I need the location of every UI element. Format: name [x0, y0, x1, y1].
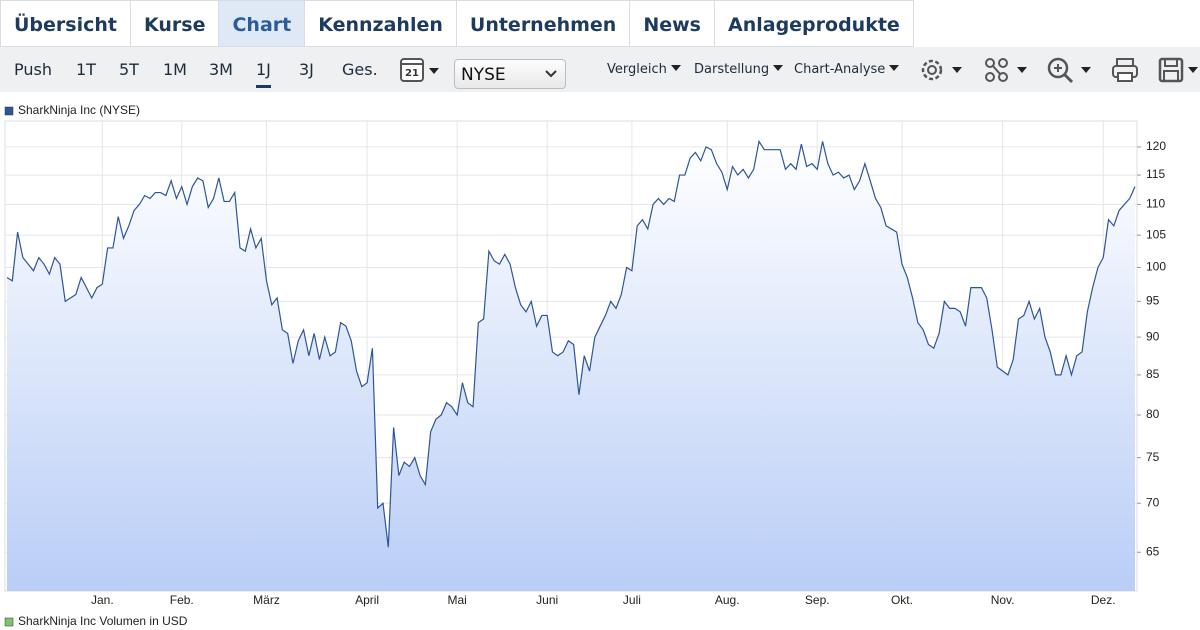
tab[interactable]: Kurse: [130, 0, 220, 47]
tab-bar: Übersicht Kurse Chart Kennzahlen Unternehmen…: [0, 0, 914, 47]
indicators-button[interactable]: [983, 56, 1033, 84]
period-button[interactable]: Push: [14, 60, 52, 79]
x-tick-label: Dez.: [1091, 593, 1116, 607]
y-tick-label: 75: [1146, 450, 1160, 464]
period-button[interactable]: Ges.: [342, 60, 378, 79]
x-tick-label: Feb.: [170, 593, 194, 607]
y-tick-label: 70: [1146, 495, 1160, 509]
tab[interactable]: Übersicht: [0, 0, 131, 47]
x-tick-label: Okt.: [891, 593, 913, 607]
x-tick-label: Jan.: [91, 593, 114, 607]
tab[interactable]: News: [630, 0, 715, 47]
y-tick-label: 65: [1146, 544, 1160, 558]
toolbar: 21 NYSE Push 1T 5T 1M 3M 1J 3J Ges. Vergleich Dar…: [0, 47, 1200, 92]
x-tick-label: Juni: [536, 593, 558, 607]
period-button[interactable]: 1M: [163, 60, 187, 79]
period-button[interactable]: 5T: [119, 60, 139, 79]
x-tick-label: April: [355, 593, 379, 607]
y-tick-label: 80: [1146, 407, 1160, 421]
zoom-button[interactable]: [1046, 56, 1096, 84]
settings-button[interactable]: [918, 56, 968, 84]
volume-legend: SharkNinja Inc Volumen in USD: [18, 614, 188, 628]
calendar-button[interactable]: 21: [398, 56, 448, 84]
x-tick-label: Nov.: [991, 593, 1015, 607]
volume-legend-swatch: [4, 617, 14, 627]
save-button[interactable]: [1157, 56, 1200, 84]
legend-label: SharkNinja Inc (NYSE): [18, 103, 140, 117]
calendar-day: 21: [405, 68, 419, 79]
y-tick-label: 85: [1146, 367, 1160, 381]
x-tick-label: Mai: [447, 593, 466, 607]
x-tick-label: Aug.: [715, 593, 740, 607]
tab[interactable]: Anlageprodukte: [715, 0, 914, 47]
y-tick-label: 115: [1146, 167, 1165, 181]
exchange-select[interactable]: NYSE: [454, 59, 566, 89]
tab[interactable]: Unternehmen: [456, 0, 631, 47]
tab[interactable]: Kennzahlen: [305, 0, 457, 47]
menu-dropdown[interactable]: Chart-Analyse: [794, 62, 899, 77]
period-button[interactable]: 1T: [76, 60, 96, 79]
period-button[interactable]: 1J: [256, 60, 271, 88]
tab[interactable]: Chart: [219, 0, 306, 47]
period-button[interactable]: 3M: [209, 60, 233, 79]
exchange-value: NYSE: [461, 65, 506, 85]
area-fill: [7, 141, 1135, 591]
price-line: [6, 139, 1136, 548]
print-button[interactable]: [1111, 56, 1141, 84]
y-tick-label: 110: [1146, 197, 1165, 211]
menu-dropdown[interactable]: Darstellung: [694, 62, 783, 77]
y-tick-label: 120: [1146, 139, 1166, 153]
x-tick-label: März: [253, 593, 280, 607]
menu-dropdown[interactable]: Vergleich: [607, 62, 681, 77]
y-tick-label: 100: [1146, 260, 1166, 274]
x-tick-label: Juli: [623, 593, 641, 607]
y-tick-label: 105: [1146, 227, 1166, 241]
legend-swatch: [4, 106, 14, 116]
period-button[interactable]: 3J: [299, 60, 314, 79]
y-tick-label: 90: [1146, 329, 1160, 343]
y-tick-label: 95: [1146, 294, 1160, 308]
x-tick-label: Sep.: [805, 593, 830, 607]
chart: SharkNinja Inc Volumen in USD 65 70 75 80 85…: [4, 103, 1166, 628]
